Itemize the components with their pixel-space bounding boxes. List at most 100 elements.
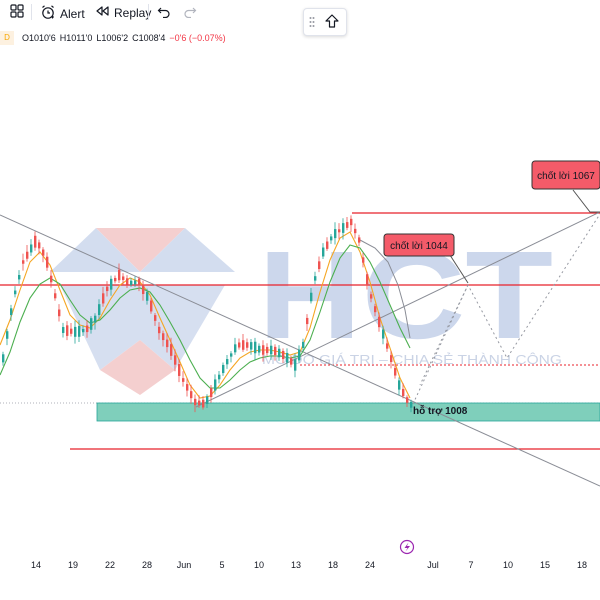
watermark-slogan: MỐ ĐO GIÁ TRỊ – CHIA SẺ THÀNH CÔNG — [262, 352, 562, 367]
candle — [222, 364, 225, 374]
alert-button[interactable]: Alert — [40, 4, 85, 23]
candle — [98, 304, 101, 316]
x-axis-label: 7 — [468, 560, 473, 570]
target-1067-text: chốt lời 1067 — [537, 170, 595, 182]
candle — [2, 354, 5, 363]
candle — [402, 388, 405, 397]
candle — [242, 340, 245, 350]
candle — [398, 380, 401, 390]
target-1044-text: chốt lời 1044 — [390, 240, 448, 252]
candle — [6, 331, 9, 339]
candle — [146, 292, 149, 301]
candle — [406, 397, 409, 403]
candle — [54, 293, 57, 299]
moving-average-gray — [359, 239, 411, 339]
candle — [10, 308, 13, 316]
candle — [130, 280, 133, 285]
candle — [14, 290, 17, 295]
change-value: −0'6 (−0.07%) — [169, 33, 226, 43]
open-value: O1010'6 — [22, 33, 56, 43]
candle — [182, 378, 185, 382]
lightning-icon — [404, 542, 410, 552]
candle — [122, 276, 125, 280]
candle — [186, 384, 189, 391]
target-1067-label[interactable]: chốt lời 1067 — [531, 160, 600, 190]
candle — [106, 286, 109, 292]
candle — [26, 251, 29, 259]
candle — [34, 235, 37, 248]
x-axis-label: 24 — [365, 560, 375, 570]
candle — [262, 345, 265, 355]
candle — [174, 355, 177, 365]
candle — [250, 342, 253, 350]
target-1044-label[interactable]: chốt lời 1044 — [383, 233, 455, 257]
candle — [118, 269, 121, 281]
candle — [134, 280, 137, 285]
candle — [358, 237, 361, 243]
interval-badge[interactable]: D — [0, 31, 14, 45]
candle — [210, 388, 213, 398]
x-axis-label: 13 — [291, 560, 301, 570]
x-axis[interactable]: 14 19 22 28 Jun 5 10 13 18 24 Jul 7 10 1… — [31, 560, 587, 570]
candle — [218, 374, 221, 380]
projection-path — [412, 213, 600, 405]
candle — [278, 348, 281, 358]
candle — [158, 326, 161, 334]
candle — [362, 257, 365, 263]
candle — [62, 327, 65, 333]
moving-average-slow — [0, 244, 411, 389]
candle — [394, 368, 397, 376]
candle — [254, 341, 257, 354]
candle — [202, 399, 205, 408]
candle — [126, 278, 129, 285]
candle — [166, 339, 169, 348]
redo-icon[interactable] — [183, 5, 197, 23]
candle — [314, 276, 317, 281]
label-pointer-1067 — [572, 189, 600, 213]
candle — [310, 292, 313, 302]
candle — [86, 325, 89, 333]
top-toolbar: Alert Replay — [0, 0, 600, 24]
support-1008-label[interactable]: hỗ trợ 1008 — [413, 404, 468, 417]
support-zone[interactable] — [96, 402, 600, 422]
replay-button[interactable]: Replay — [94, 4, 151, 21]
candle — [342, 223, 345, 233]
candle — [302, 341, 305, 349]
candle — [390, 355, 393, 363]
arrow-up-icon[interactable] — [324, 13, 340, 34]
event-marker[interactable] — [399, 539, 415, 555]
drag-handle-icon[interactable] — [309, 15, 315, 33]
candle — [366, 274, 369, 286]
floating-toolbar-button[interactable] — [303, 8, 347, 36]
undo-icon[interactable] — [157, 5, 171, 23]
candle — [378, 316, 381, 328]
candle — [58, 309, 61, 317]
x-axis-label: 18 — [577, 560, 587, 570]
x-axis-label: 28 — [142, 560, 152, 570]
candle — [258, 345, 261, 353]
x-axis-label: 5 — [219, 560, 224, 570]
candle — [274, 346, 277, 356]
candlestick-series[interactable] — [2, 215, 413, 413]
candle — [370, 294, 373, 299]
candle — [322, 247, 325, 257]
candle — [74, 326, 77, 337]
x-axis-label: Jul — [427, 560, 439, 570]
candle — [30, 244, 33, 253]
alarm-clock-icon — [40, 4, 56, 23]
candle — [298, 349, 301, 361]
x-axis-label: 22 — [105, 560, 115, 570]
layout-grid-icon[interactable] — [10, 4, 24, 21]
candle — [282, 350, 285, 360]
candle — [142, 284, 145, 295]
candle — [338, 229, 341, 233]
candle — [214, 379, 217, 391]
candle — [270, 345, 273, 355]
x-axis-label: 10 — [254, 560, 264, 570]
projection-path-alt — [419, 284, 469, 386]
ascending-trendline[interactable] — [195, 211, 600, 408]
candle — [162, 333, 165, 341]
candle — [382, 329, 385, 339]
replay-rewind-icon — [94, 4, 110, 21]
